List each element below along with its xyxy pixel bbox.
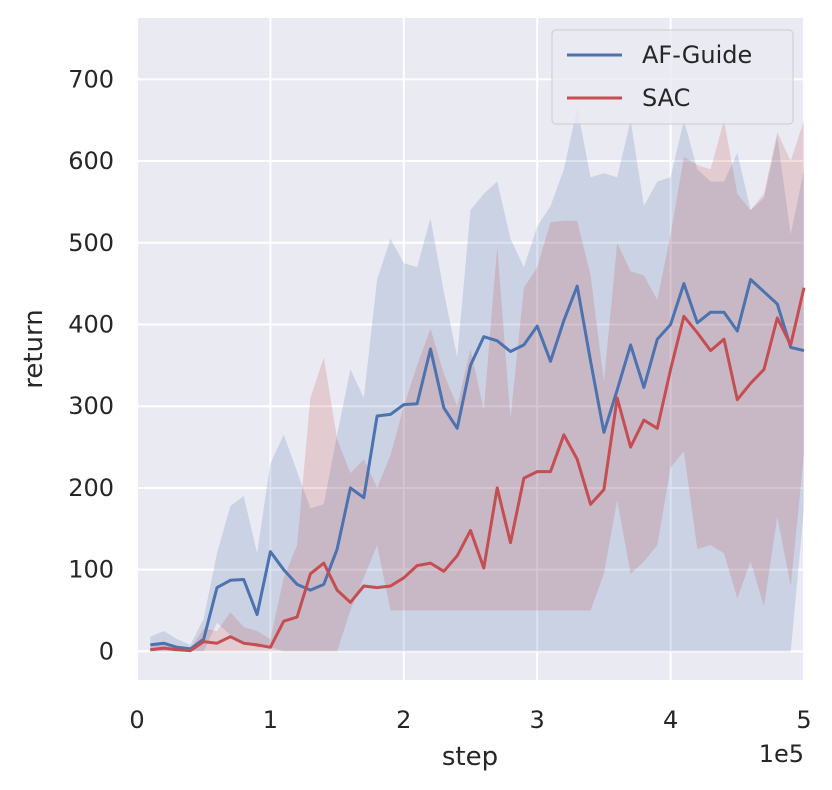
series-lines — [150, 278, 806, 653]
line-sac — [150, 287, 806, 653]
x-offset-text: 1e5 — [759, 740, 804, 768]
legend-label-sac: SAC — [642, 84, 690, 112]
y-tick-label: 500 — [68, 229, 114, 257]
y-tick-label: 0 — [99, 637, 114, 665]
confidence-bands — [150, 107, 805, 652]
y-tick-label: 300 — [68, 392, 114, 420]
grid-lines — [136, 18, 805, 680]
y-tick-label: 400 — [68, 310, 114, 338]
x-tick-label: 0 — [129, 706, 144, 734]
y-tick-label: 100 — [68, 556, 114, 584]
x-tick-label: 3 — [530, 706, 545, 734]
band-af-guide — [150, 107, 805, 652]
y-tick-label: 600 — [68, 147, 114, 175]
x-tick-labels: 0 1 2 3 4 5 — [129, 706, 811, 734]
x-tick-label: 4 — [663, 706, 678, 734]
legend: AF-Guide SAC — [551, 29, 794, 125]
legend-label-af-guide: AF-Guide — [642, 41, 752, 69]
band-sac — [150, 120, 805, 652]
y-axis-label: return — [19, 309, 49, 389]
line-af-guide — [150, 278, 805, 651]
y-tick-labels: 0 100 200 300 400 500 600 700 — [68, 65, 114, 665]
y-tick-label: 200 — [68, 474, 114, 502]
x-axis-label: step — [442, 742, 498, 772]
x-tick-label: 5 — [796, 706, 811, 734]
x-tick-label: 2 — [396, 706, 411, 734]
x-tick-label: 1 — [263, 706, 278, 734]
y-tick-label: 700 — [68, 65, 114, 93]
